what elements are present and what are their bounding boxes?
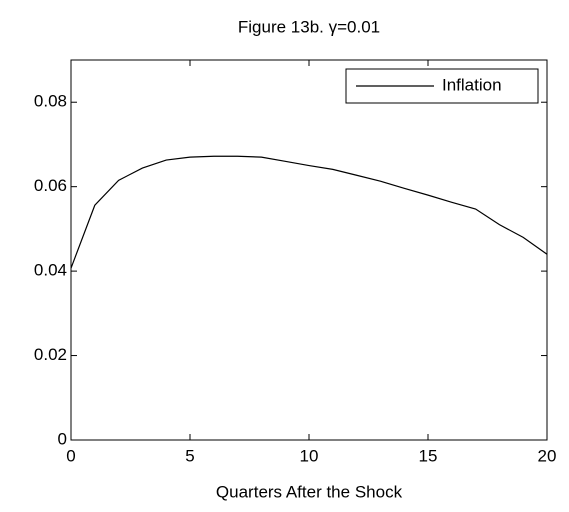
x-axis-label: Quarters After the Shock <box>216 482 403 501</box>
x-tick-label: 0 <box>66 446 75 465</box>
plot-area <box>70 59 548 441</box>
y-tick-label: 0.02 <box>34 345 67 364</box>
x-tick-label: 5 <box>185 446 194 465</box>
y-tick-label: 0 <box>58 429 67 448</box>
y-tick-label: 0.08 <box>34 92 67 111</box>
x-tick-label: 15 <box>419 446 438 465</box>
data-line <box>70 155 548 269</box>
y-tick-label: 0.06 <box>34 176 67 195</box>
legend-label: Inflation <box>442 75 502 94</box>
y-tick-label: 0.04 <box>34 261 67 280</box>
x-tick-label: 20 <box>538 446 557 465</box>
chart-title: Figure 13b. γ=0.01 <box>238 17 380 36</box>
x-tick-label: 10 <box>300 446 319 465</box>
